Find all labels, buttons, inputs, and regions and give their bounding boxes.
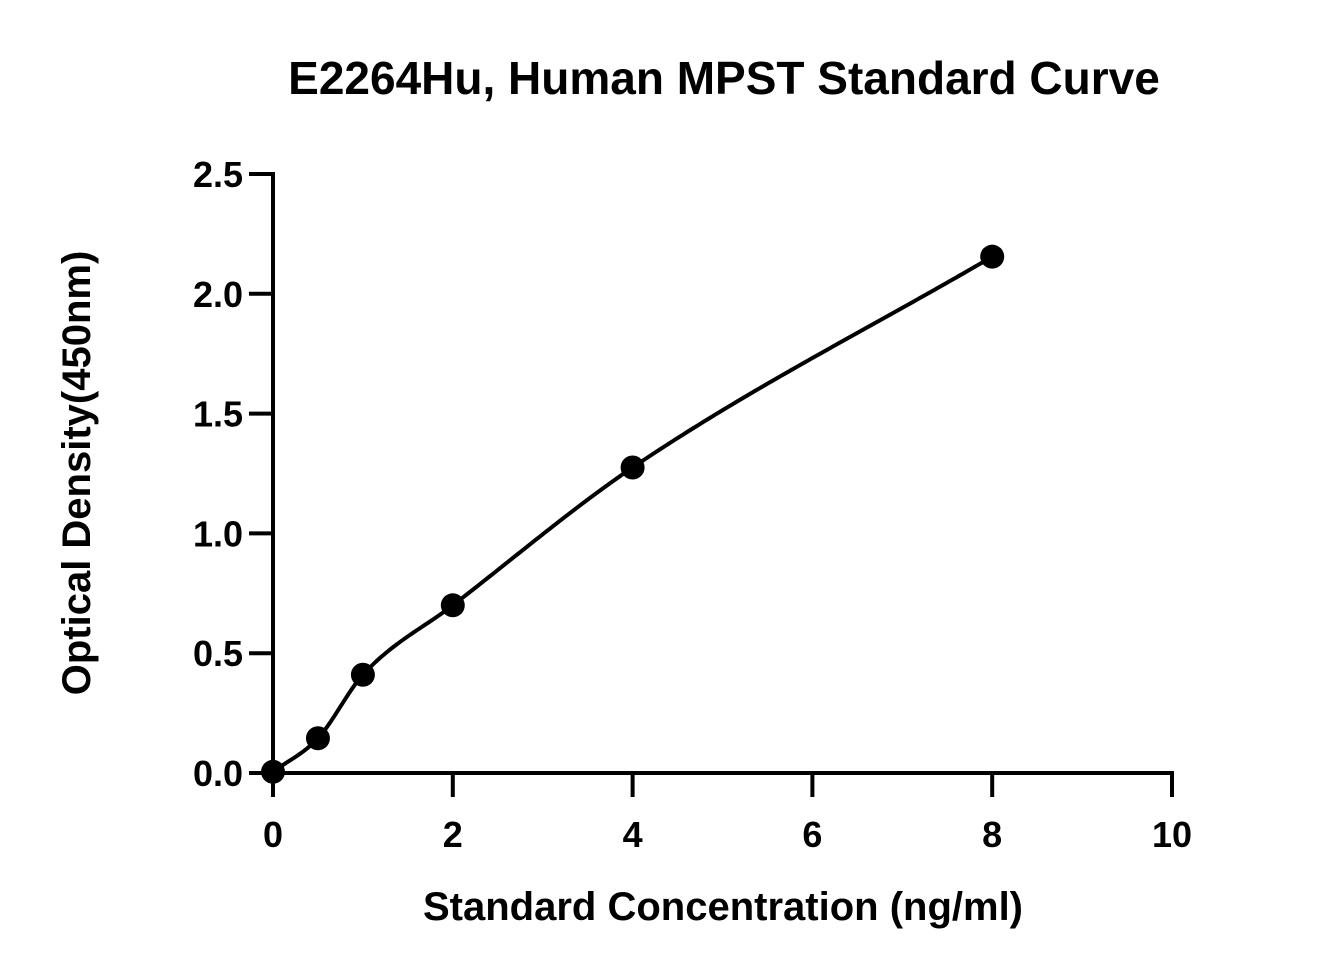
y-tick-label: 1.0 [193, 513, 243, 554]
data-points [261, 244, 1005, 784]
y-tick-label: 0.5 [193, 633, 243, 674]
y-tick-label: 0.0 [193, 753, 243, 794]
x-tick-label: 4 [623, 814, 643, 855]
x-axis-label: Standard Concentration (ng/ml) [423, 885, 1023, 929]
fit-curve [271, 254, 994, 774]
data-point [620, 455, 645, 480]
y-tick-label: 2.5 [193, 154, 243, 195]
data-point [980, 244, 1005, 269]
data-point [261, 759, 285, 784]
y-axis-label: Optical Density(450nm) [55, 251, 99, 696]
y-tick-label: 1.5 [193, 394, 243, 435]
x-tick-label: 8 [982, 814, 1002, 855]
data-point [440, 593, 465, 618]
x-tick-label: 10 [1152, 814, 1192, 855]
x-tick-label: 6 [802, 814, 822, 855]
chart-title: E2264Hu, Human MPST Standard Curve [288, 52, 1160, 104]
y-axis-ticks: 0.0 0.5 1.0 1.5 2.0 2.5 [193, 154, 273, 794]
data-point [305, 726, 330, 751]
data-point [350, 662, 375, 687]
x-tick-label: 2 [443, 814, 463, 855]
x-tick-label: 0 [263, 814, 283, 855]
x-axis-ticks: 0 2 4 6 8 10 [263, 773, 1192, 855]
y-tick-label: 2.0 [193, 274, 243, 315]
